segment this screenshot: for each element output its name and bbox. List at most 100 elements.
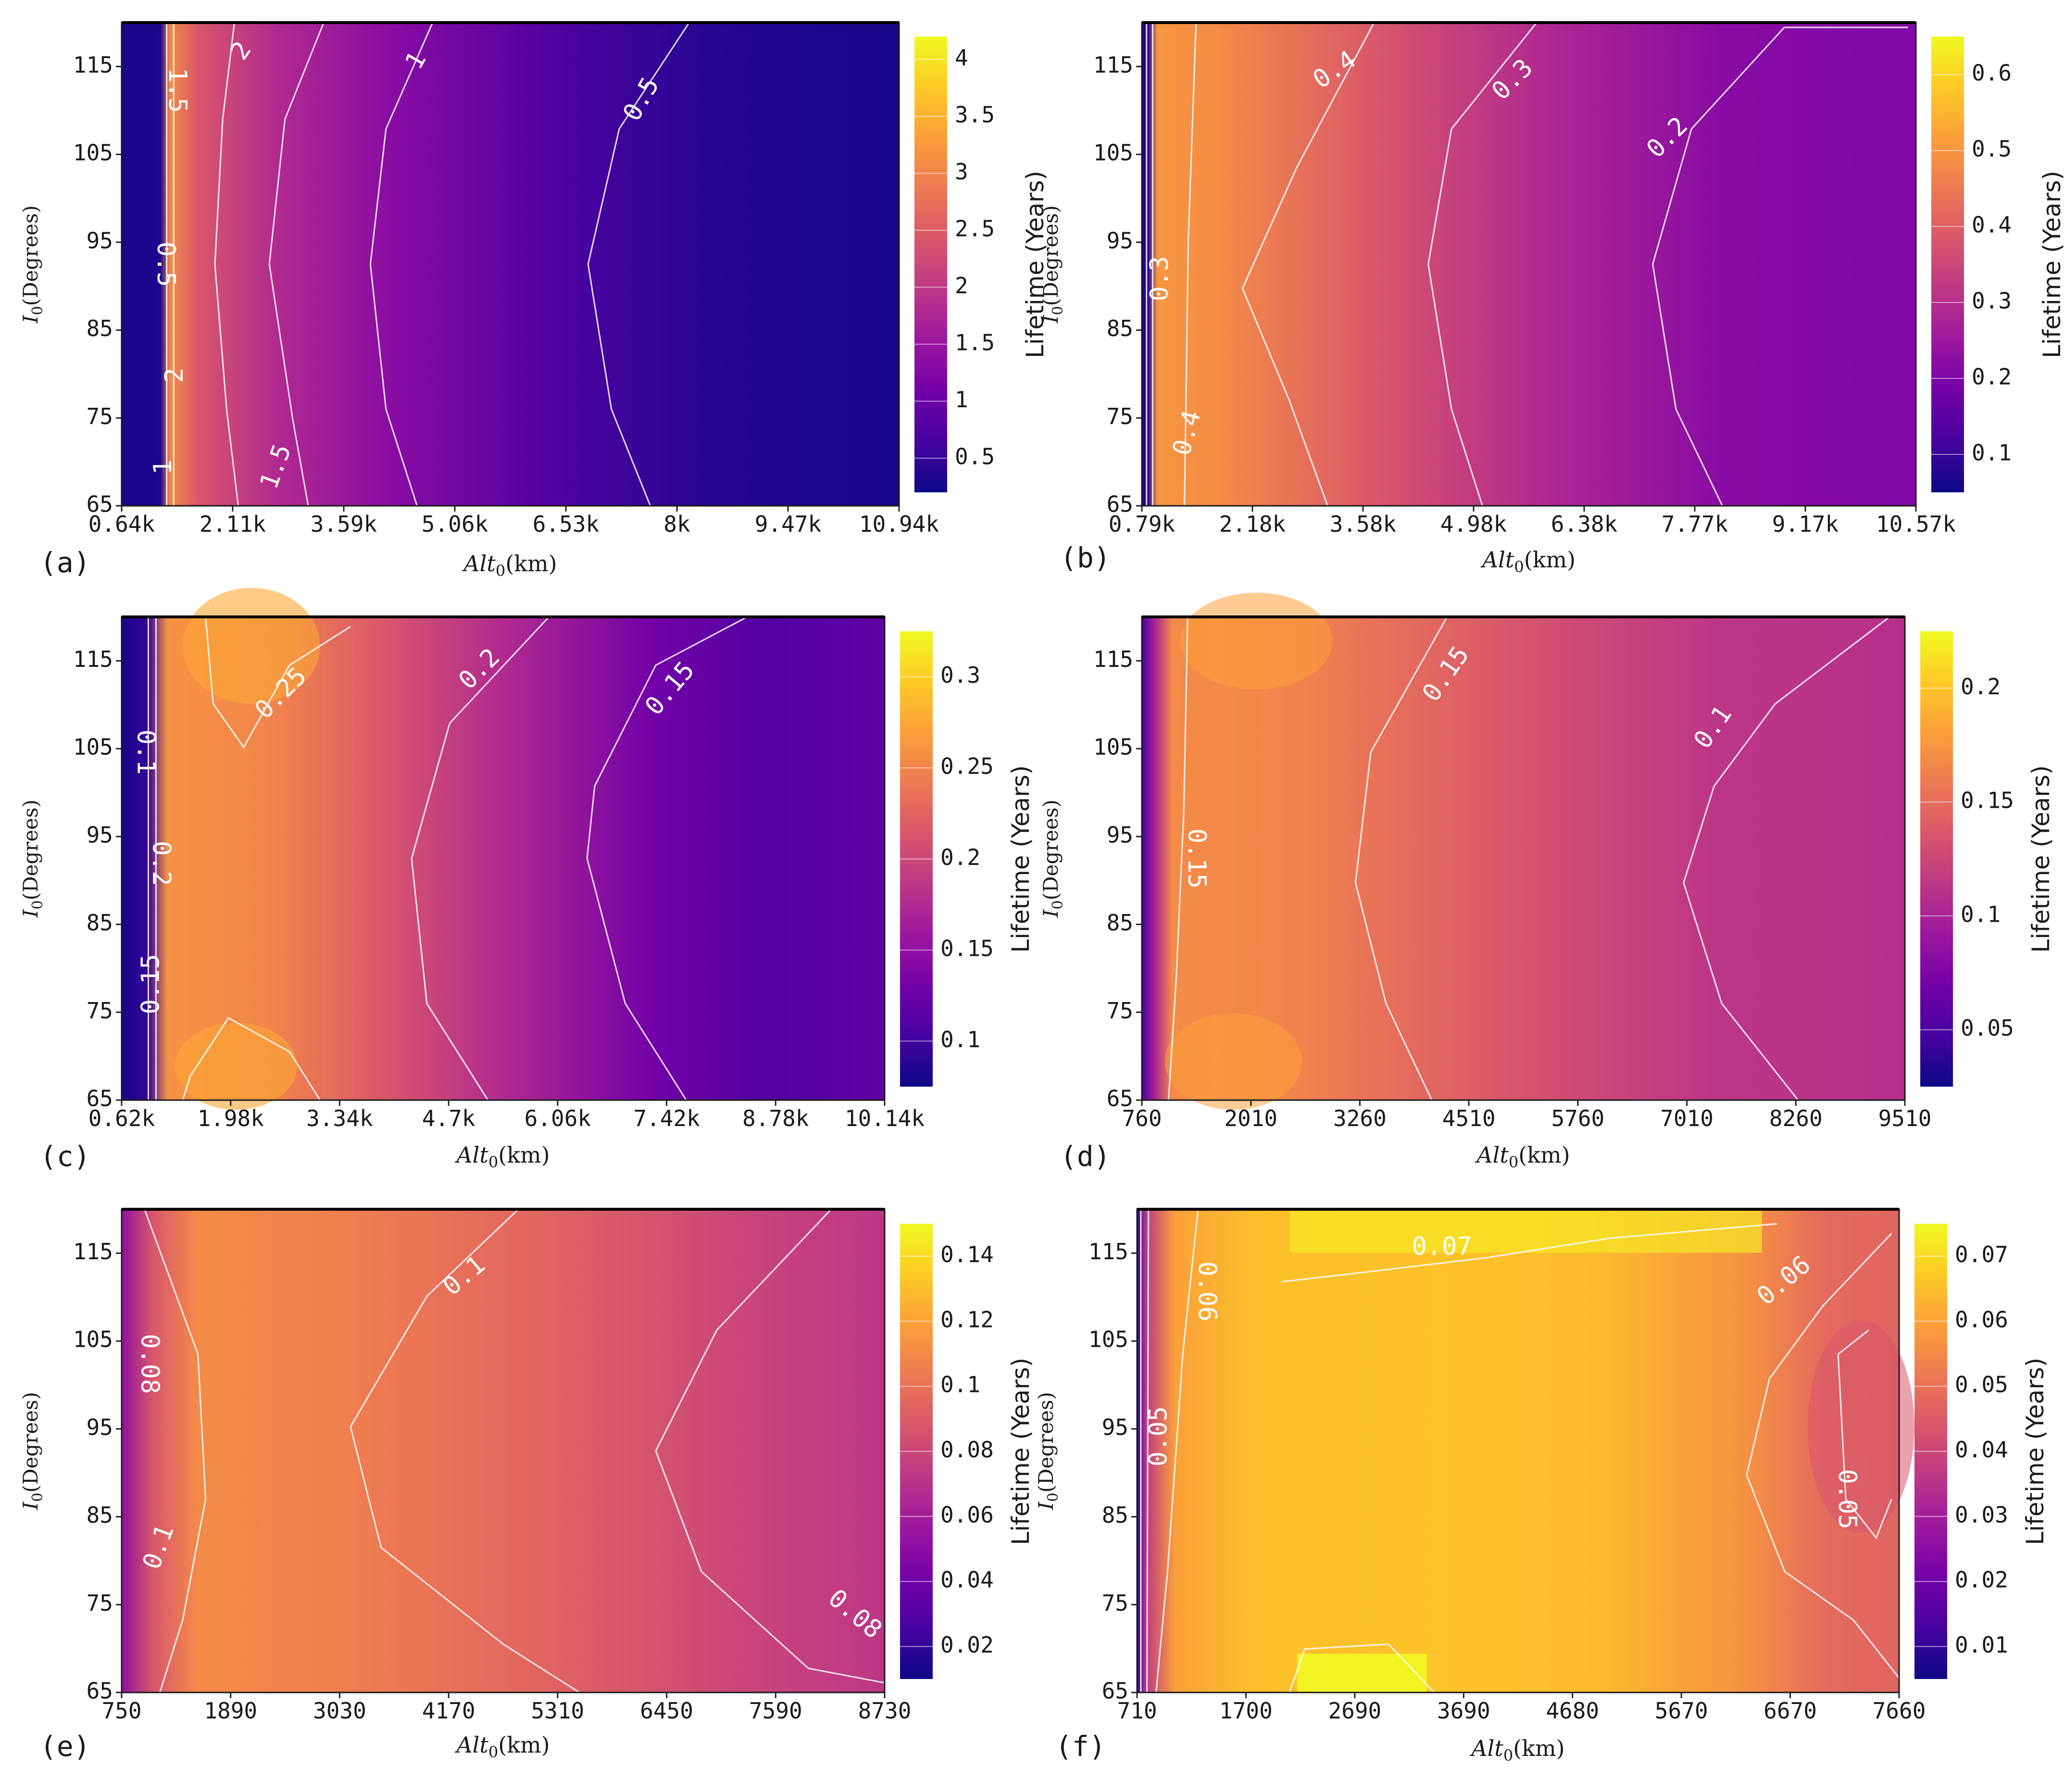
x-tick-label: 7010 [1660, 1105, 1714, 1131]
colorbar-label: Lifetime (Years) [2038, 171, 2064, 358]
contour-label: 0.05 [1144, 1406, 1173, 1466]
x-tick-label: 2690 [1328, 1698, 1381, 1724]
y-tick-label: 115 [1093, 646, 1133, 672]
x-tick-label: 7.42k [633, 1105, 700, 1131]
y-tick-label: 115 [1093, 52, 1133, 78]
x-axis-label: Alt0(km) [1469, 1735, 1564, 1765]
panel-2: 0.25 0.2 0.15 0.1 0.2 0.15 65 75 85 95 105 115 0.62k… [19, 588, 1035, 1173]
colorbar-tick-label: 0.1 [1961, 901, 2001, 927]
y-tick-label: 95 [87, 1414, 113, 1440]
x-tick-label: 4.98k [1440, 511, 1507, 537]
colorbar-tick-label: 0.1 [940, 1372, 980, 1398]
contour-label: 0.06 [1193, 1261, 1222, 1321]
colorbar-tick-label: 1 [955, 387, 968, 413]
x-tick-label: 6.06k [525, 1105, 591, 1131]
y-tick-label: 85 [1107, 315, 1133, 341]
colorbar [1931, 37, 1964, 492]
contour-line [1168, 616, 1188, 1101]
y-tick-label: 95 [87, 822, 113, 848]
y-tick-label: 105 [73, 140, 113, 166]
x-axis-label: Alt0(km) [462, 551, 557, 580]
contour-line [144, 1209, 207, 1693]
x-tick-label: 5310 [531, 1698, 584, 1724]
contour-line [411, 616, 550, 1101]
heatmap-hotspot [175, 1023, 298, 1110]
contour-line [214, 22, 239, 506]
x-tick-label: 710 [1117, 1698, 1157, 1724]
contour-line [655, 1208, 885, 1684]
x-tick-label: 9.17k [1772, 511, 1839, 537]
colorbar-tick-label: 0.15 [940, 935, 994, 961]
contour-line [1683, 616, 1890, 1101]
contour-label: 1.5 [163, 68, 192, 113]
colorbar-tick-label: 0.06 [1955, 1306, 2008, 1332]
y-tick-label: 105 [1093, 140, 1133, 166]
contour-label: 0.08 [136, 1334, 164, 1394]
colorbar-label: Lifetime (Years) [2021, 1358, 2049, 1545]
x-tick-label: 750 [101, 1698, 141, 1724]
x-tick-label: 0.79k [1109, 511, 1175, 537]
x-tick-label: 10.94k [859, 511, 939, 537]
x-tick-label: 3260 [1333, 1105, 1387, 1131]
x-tick-label: 7590 [749, 1698, 802, 1724]
panel-label: (f) [1055, 1730, 1106, 1763]
y-tick-label: 65 [1107, 491, 1133, 517]
x-tick-label: 9510 [1878, 1105, 1932, 1131]
contour-label: 0.2 [147, 841, 175, 886]
x-tick-label: 5.06k [422, 511, 488, 537]
x-axis-label: Alt0(km) [1480, 547, 1576, 576]
x-tick-label: 4.7k [422, 1105, 475, 1131]
panel-label: (a) [40, 546, 90, 579]
y-tick-label: 115 [1088, 1239, 1128, 1265]
y-tick-label: 75 [1102, 1590, 1128, 1616]
y-tick-label: 95 [87, 227, 113, 253]
colorbar-tick-label: 0.06 [940, 1502, 994, 1528]
colorbar-label: Lifetime (Years) [1007, 765, 1035, 953]
y-tick-label: 65 [87, 491, 113, 517]
contour-label: 0.1 [132, 729, 161, 775]
colorbar-label: Lifetime (Years) [1021, 171, 1049, 358]
contour-label: 0.07 [1412, 1232, 1472, 1261]
contour-line [1837, 1329, 1892, 1540]
y-tick-label: 75 [87, 403, 113, 429]
colorbar-tick-label: 0.05 [1955, 1372, 2008, 1398]
colorbar-tick-label: 0.01 [1955, 1632, 2008, 1658]
x-axis-label: Alt0(km) [1475, 1142, 1570, 1171]
y-tick-label: 85 [1102, 1502, 1128, 1528]
x-tick-label: 8k [663, 511, 690, 537]
y-tick-label: 115 [73, 52, 113, 78]
x-tick-label: 760 [1122, 1105, 1162, 1131]
contour-line [1427, 22, 1538, 506]
x-tick-label: 1890 [204, 1698, 257, 1724]
x-tick-label: 5670 [1655, 1698, 1708, 1724]
heatmap-field [122, 1209, 885, 1692]
y-tick-label: 85 [1107, 910, 1133, 936]
y-tick-label: 75 [1107, 403, 1133, 429]
x-tick-label: 6.53k [533, 511, 599, 537]
colorbar-tick-label: 3 [955, 159, 968, 185]
heatmap-hotspot [1297, 1654, 1427, 1692]
contour-line [1288, 1643, 1435, 1693]
y-tick-label: 75 [87, 998, 113, 1024]
y-axis-label: I0(Degrees) [19, 800, 46, 918]
contour-line [350, 1208, 580, 1693]
colorbar-tick-label: 0.2 [1972, 364, 2012, 390]
colorbar-tick-label: 0.03 [1955, 1502, 2008, 1528]
heatmap-hotspot [1180, 592, 1333, 689]
y-axis-label: I0(Degrees) [19, 1392, 46, 1510]
colorbar-tick-label: 0.02 [1955, 1567, 2008, 1593]
y-axis-label: I0(Degrees) [1039, 800, 1066, 918]
contour-label: 0.3 [1145, 256, 1174, 301]
x-tick-label: 3.58k [1330, 511, 1396, 537]
x-tick-label: 6670 [1764, 1698, 1817, 1724]
contour-label: 2 [160, 368, 189, 383]
x-tick-label: 6450 [640, 1698, 693, 1724]
panel-label: (c) [40, 1140, 90, 1173]
colorbar-tick-label: 0.08 [940, 1437, 994, 1463]
heatmap-hotspot [1289, 1209, 1762, 1253]
x-tick-label: 7660 [1873, 1698, 1926, 1724]
colorbar-tick-label: 2 [955, 273, 968, 299]
colorbar-tick-label: 0.2 [1961, 674, 2001, 700]
x-tick-label: 2.11k [200, 511, 266, 537]
